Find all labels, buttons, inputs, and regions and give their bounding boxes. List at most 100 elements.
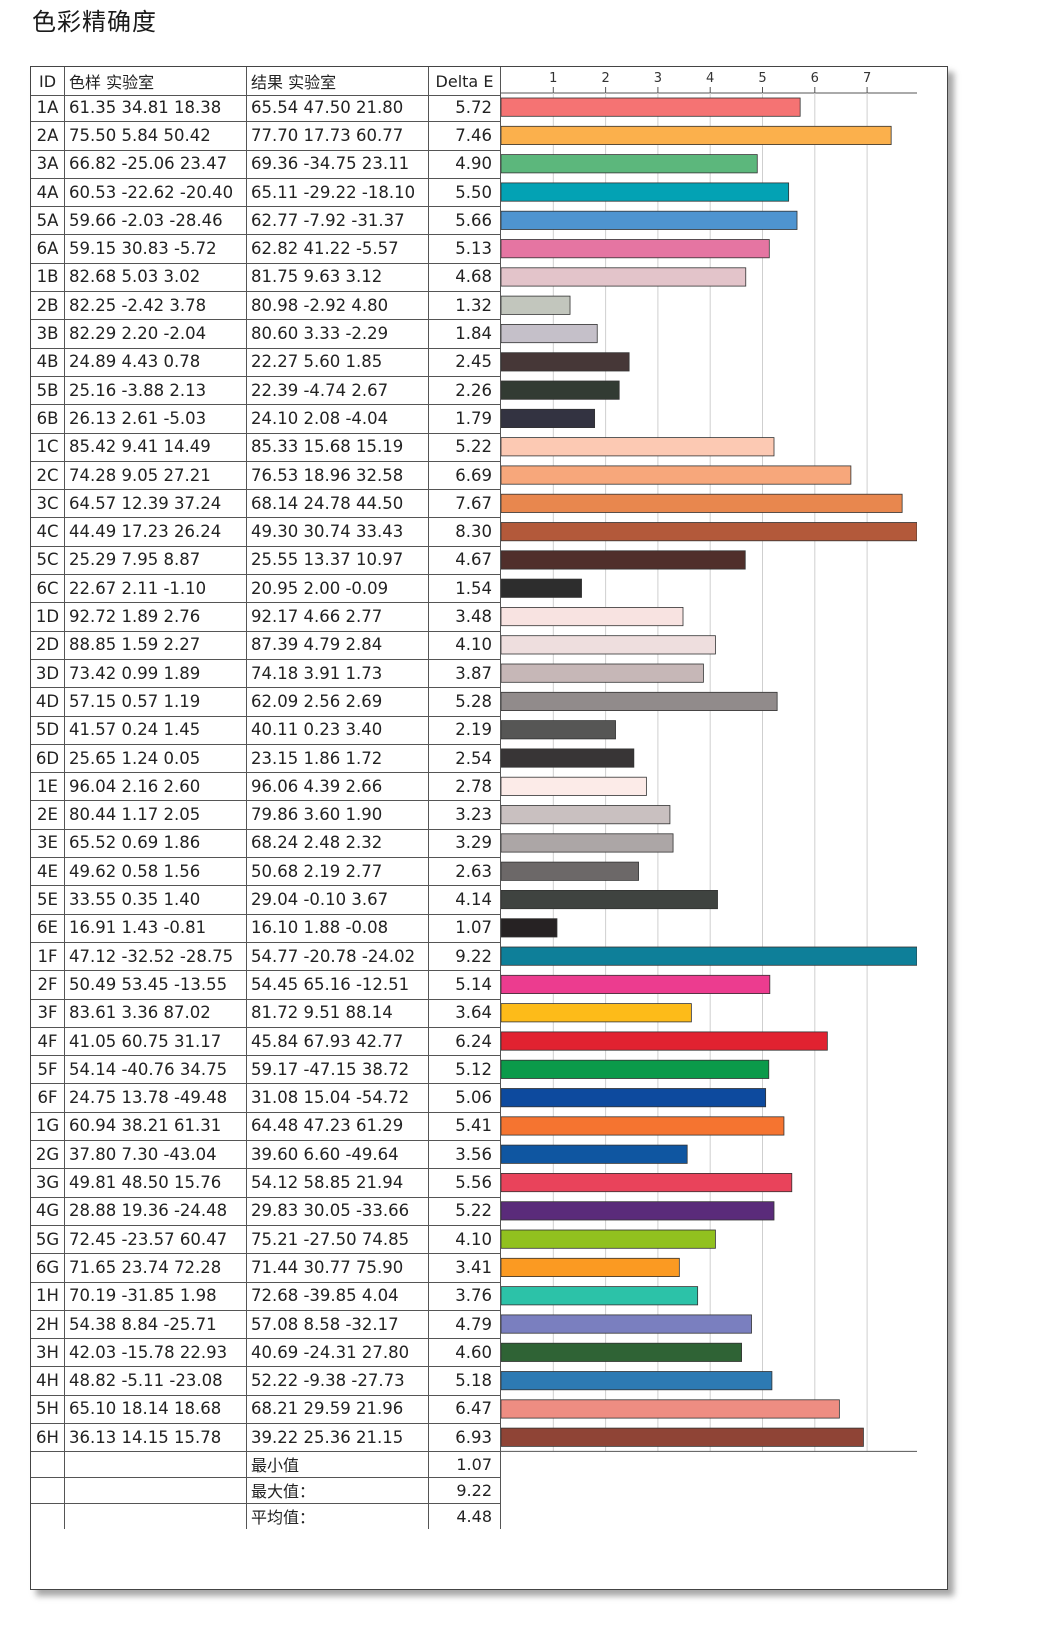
table-row: 1A 61.35 34.81 18.38 65.54 47.50 21.80 5.72	[31, 93, 501, 123]
row-result-lab: 22.39 -4.74 2.67	[247, 376, 429, 405]
bar-6H	[501, 1427, 864, 1447]
summary-value: 1.07	[429, 1451, 501, 1478]
row-result-lab: 68.14 24.78 44.50	[247, 489, 429, 518]
row-delta-e: 3.64	[429, 998, 501, 1027]
x-tick-label: 6	[811, 71, 819, 86]
table-row: 4F 41.05 60.75 31.17 45.84 67.93 42.77 6.24	[31, 1026, 501, 1057]
row-result-lab: 49.30 30.74 33.43	[247, 517, 429, 546]
row-delta-e: 2.19	[429, 715, 501, 744]
row-result-lab: 25.55 13.37 10.97	[247, 545, 429, 575]
row-result-lab: 65.54 47.50 21.80	[247, 93, 429, 122]
row-delta-e: 3.41	[429, 1253, 501, 1282]
row-delta-e: 4.68	[429, 262, 501, 292]
row-id: 4G	[31, 1196, 65, 1225]
row-sample-lab: 33.55 0.35 1.40	[65, 885, 247, 914]
bar-6D	[501, 748, 635, 768]
row-sample-lab: 25.65 1.24 0.05	[65, 743, 247, 773]
row-delta-e: 1.32	[429, 291, 501, 320]
table-row: 2D 88.85 1.59 2.27 87.39 4.79 2.84 4.10	[31, 630, 501, 660]
row-delta-e: 5.06	[429, 1083, 501, 1112]
x-tick-label: 4	[706, 71, 714, 86]
bar-4B	[501, 352, 630, 372]
row-id: 6H	[31, 1423, 65, 1452]
row-id: 1C	[31, 432, 65, 461]
bar-1B	[501, 267, 747, 287]
table-row: 4H 48.82 -5.11 -23.08 52.22 -9.38 -27.73 5.…	[31, 1366, 501, 1396]
row-id: 3C	[31, 489, 65, 518]
row-sample-lab: 71.65 23.74 72.28	[65, 1253, 247, 1282]
row-delta-e: 5.41	[429, 1111, 501, 1141]
row-delta-e: 6.93	[429, 1423, 501, 1452]
data-table: ID 色样 实验室 结果 实验室 Delta E 1A 61.35 34.81 1…	[31, 67, 501, 1589]
row-delta-e: 4.67	[429, 545, 501, 575]
row-id: 2G	[31, 1140, 65, 1169]
row-result-lab: 68.24 2.48 2.32	[247, 828, 429, 858]
row-delta-e: 5.50	[429, 177, 501, 207]
x-tick-label: 3	[654, 71, 662, 86]
bar-5G	[501, 1229, 716, 1249]
row-result-lab: 62.09 2.56 2.69	[247, 687, 429, 716]
row-delta-e: 5.14	[429, 970, 501, 999]
row-sample-lab: 73.42 0.99 1.89	[65, 659, 247, 688]
row-delta-e: 3.87	[429, 659, 501, 688]
row-sample-lab: 59.15 30.83 -5.72	[65, 234, 247, 263]
row-result-lab: 39.60 6.60 -49.64	[247, 1140, 429, 1169]
row-id: 2A	[31, 121, 65, 150]
row-delta-e: 6.69	[429, 460, 501, 490]
row-id: 2B	[31, 291, 65, 320]
row-result-lab: 40.11 0.23 3.40	[247, 715, 429, 744]
table-row: 6G 71.65 23.74 72.28 71.44 30.77 75.90 3.41	[31, 1253, 501, 1283]
row-id: 5B	[31, 376, 65, 405]
bar-5E	[501, 890, 718, 910]
row-sample-lab: 59.66 -2.03 -28.46	[65, 206, 247, 235]
row-sample-lab: 82.25 -2.42 3.78	[65, 291, 247, 320]
bar-1A	[501, 97, 801, 117]
bar-6F	[501, 1088, 767, 1108]
bar-3B	[501, 323, 598, 344]
bar-3G	[501, 1173, 793, 1193]
bar-5H	[501, 1399, 840, 1419]
table-row: 4E 49.62 0.58 1.56 50.68 2.19 2.77 2.63	[31, 857, 501, 887]
table-row: 3A 66.82 -25.06 23.47 69.36 -34.75 23.11 4.…	[31, 149, 501, 179]
table-row: 6B 26.13 2.61 -5.03 24.10 2.08 -4.04 1.79	[31, 404, 501, 434]
row-delta-e: 2.45	[429, 347, 501, 376]
bar-4C	[501, 522, 917, 542]
row-id: 3A	[31, 149, 65, 178]
summary-label: 最小值	[247, 1451, 429, 1478]
row-result-lab: 65.11 -29.22 -18.10	[247, 177, 429, 207]
row-id: 4F	[31, 1026, 65, 1056]
row-delta-e: 1.07	[429, 913, 501, 942]
bar-5C	[501, 550, 746, 570]
summary-row: 最大值： 9.22	[31, 1477, 501, 1505]
table-row: 4A 60.53 -22.62 -20.40 65.11 -29.22 -18.10…	[31, 177, 501, 208]
row-id: 6D	[31, 743, 65, 773]
table-row: 2E 80.44 1.17 2.05 79.86 3.60 1.90 3.23	[31, 800, 501, 830]
row-delta-e: 3.48	[429, 602, 501, 631]
table-row: 1B 82.68 5.03 3.02 81.75 9.63 3.12 4.68	[31, 262, 501, 293]
row-sample-lab: 25.29 7.95 8.87	[65, 545, 247, 575]
bar-5F	[501, 1059, 770, 1079]
row-delta-e: 5.22	[429, 432, 501, 461]
row-sample-lab: 70.19 -31.85 1.98	[65, 1281, 247, 1310]
bar-3D	[501, 663, 704, 683]
bar-6C	[501, 578, 582, 598]
bar-3E	[501, 833, 674, 853]
bar-6E	[501, 918, 558, 938]
summary-label: 平均值：	[247, 1503, 429, 1530]
row-id: 5D	[31, 715, 65, 744]
table-row: 4D 57.15 0.57 1.19 62.09 2.56 2.69 5.28	[31, 687, 501, 717]
row-id: 3B	[31, 319, 65, 348]
row-sample-lab: 42.03 -15.78 22.93	[65, 1338, 247, 1367]
row-delta-e: 4.60	[429, 1338, 501, 1367]
row-result-lab: 54.45 65.16 -12.51	[247, 970, 429, 999]
row-id: 5A	[31, 206, 65, 235]
header-id: ID	[31, 67, 65, 95]
bar-3H	[501, 1342, 742, 1362]
table-row: 5E 33.55 0.35 1.40 29.04 -0.10 3.67 4.14	[31, 885, 501, 915]
row-delta-e: 3.56	[429, 1140, 501, 1169]
row-result-lab: 24.10 2.08 -4.04	[247, 404, 429, 433]
row-id: 4D	[31, 687, 65, 716]
table-row: 6A 59.15 30.83 -5.72 62.82 41.22 -5.57 5.13	[31, 234, 501, 264]
header-sample: 色样 实验室	[65, 67, 247, 95]
chart-frame: ID 色样 实验室 结果 实验室 Delta E 1A 61.35 34.81 1…	[30, 66, 948, 1590]
